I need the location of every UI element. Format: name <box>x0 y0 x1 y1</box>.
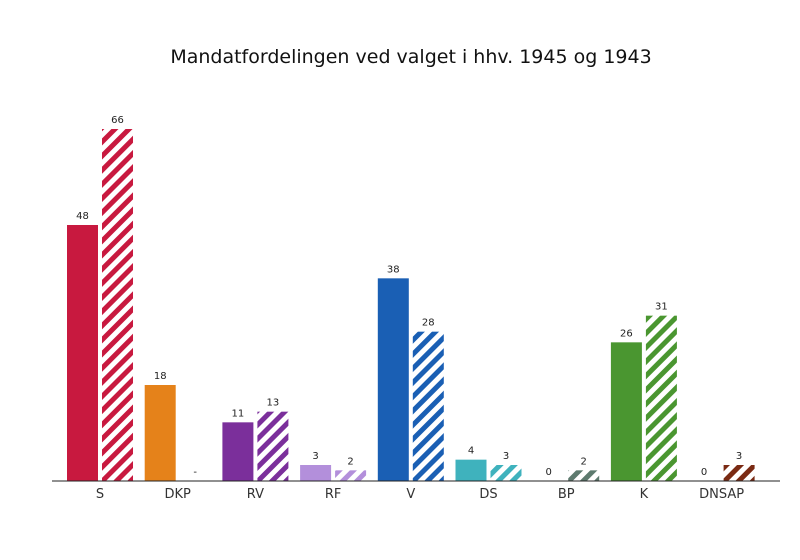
bar-v-1943 <box>412 331 444 481</box>
value-label-s-1945: 48 <box>76 211 89 222</box>
bar-dnsap-1943 <box>723 465 755 481</box>
value-label-rf-1945: 3 <box>312 451 318 462</box>
value-label-v-1943: 28 <box>422 318 435 329</box>
category-label-ds: DS <box>479 487 497 502</box>
value-label-k-1945: 26 <box>620 328 633 339</box>
value-label-bp-1945: 0 <box>546 467 552 478</box>
value-label-rv-1945: 11 <box>232 408 245 419</box>
category-label-k: K <box>640 487 649 502</box>
value-label-k-1943: 31 <box>655 302 668 313</box>
category-labels-group: S DKP RV RF V DS BP K DNSAP <box>96 487 744 502</box>
bar-k-1943 <box>645 315 677 481</box>
bar-ds-1945 <box>455 459 487 481</box>
bar-s-1945 <box>67 225 98 481</box>
bar-rv-1943 <box>257 411 289 481</box>
value-label-bp-1943: 2 <box>581 456 587 467</box>
value-label-ds-1945: 4 <box>468 446 474 457</box>
value-label-rv-1943: 13 <box>267 398 280 409</box>
value-label-dkp-1943: - <box>193 467 197 478</box>
category-label-bp: BP <box>558 487 575 502</box>
bar-rf-1943 <box>335 470 367 481</box>
bar-k-1945 <box>610 342 642 481</box>
bar-s-1943 <box>102 129 133 481</box>
bar-dkp-1945 <box>144 385 176 481</box>
value-label-v-1945: 38 <box>387 264 400 275</box>
category-label-rf: RF <box>325 487 342 502</box>
category-label-dnsap: DNSAP <box>699 487 744 502</box>
value-labels-group: 48 66 18 - 11 13 3 2 38 28 4 3 0 2 26 31 0 3 <box>76 115 742 478</box>
bars-group <box>67 129 755 481</box>
bar-bp-1943 <box>568 470 600 481</box>
category-label-rv: RV <box>247 487 264 502</box>
value-label-ds-1943: 3 <box>503 451 509 462</box>
value-label-dkp-1945: 18 <box>154 371 167 382</box>
value-label-dnsap-1943: 3 <box>736 451 742 462</box>
chart-title: Mandatfordelingen ved valget i hhv. 1945… <box>170 46 651 68</box>
bar-v-1945 <box>377 278 409 481</box>
category-label-s: S <box>96 487 104 502</box>
value-label-dnsap-1945: 0 <box>701 467 707 478</box>
bar-rf-1945 <box>300 465 332 481</box>
value-label-rf-1943: 2 <box>347 456 353 467</box>
value-label-s-1943: 66 <box>111 115 124 126</box>
category-label-dkp: DKP <box>165 487 192 502</box>
bar-ds-1943 <box>490 465 522 481</box>
bar-rv-1945 <box>222 422 254 481</box>
category-label-v: V <box>406 487 415 502</box>
